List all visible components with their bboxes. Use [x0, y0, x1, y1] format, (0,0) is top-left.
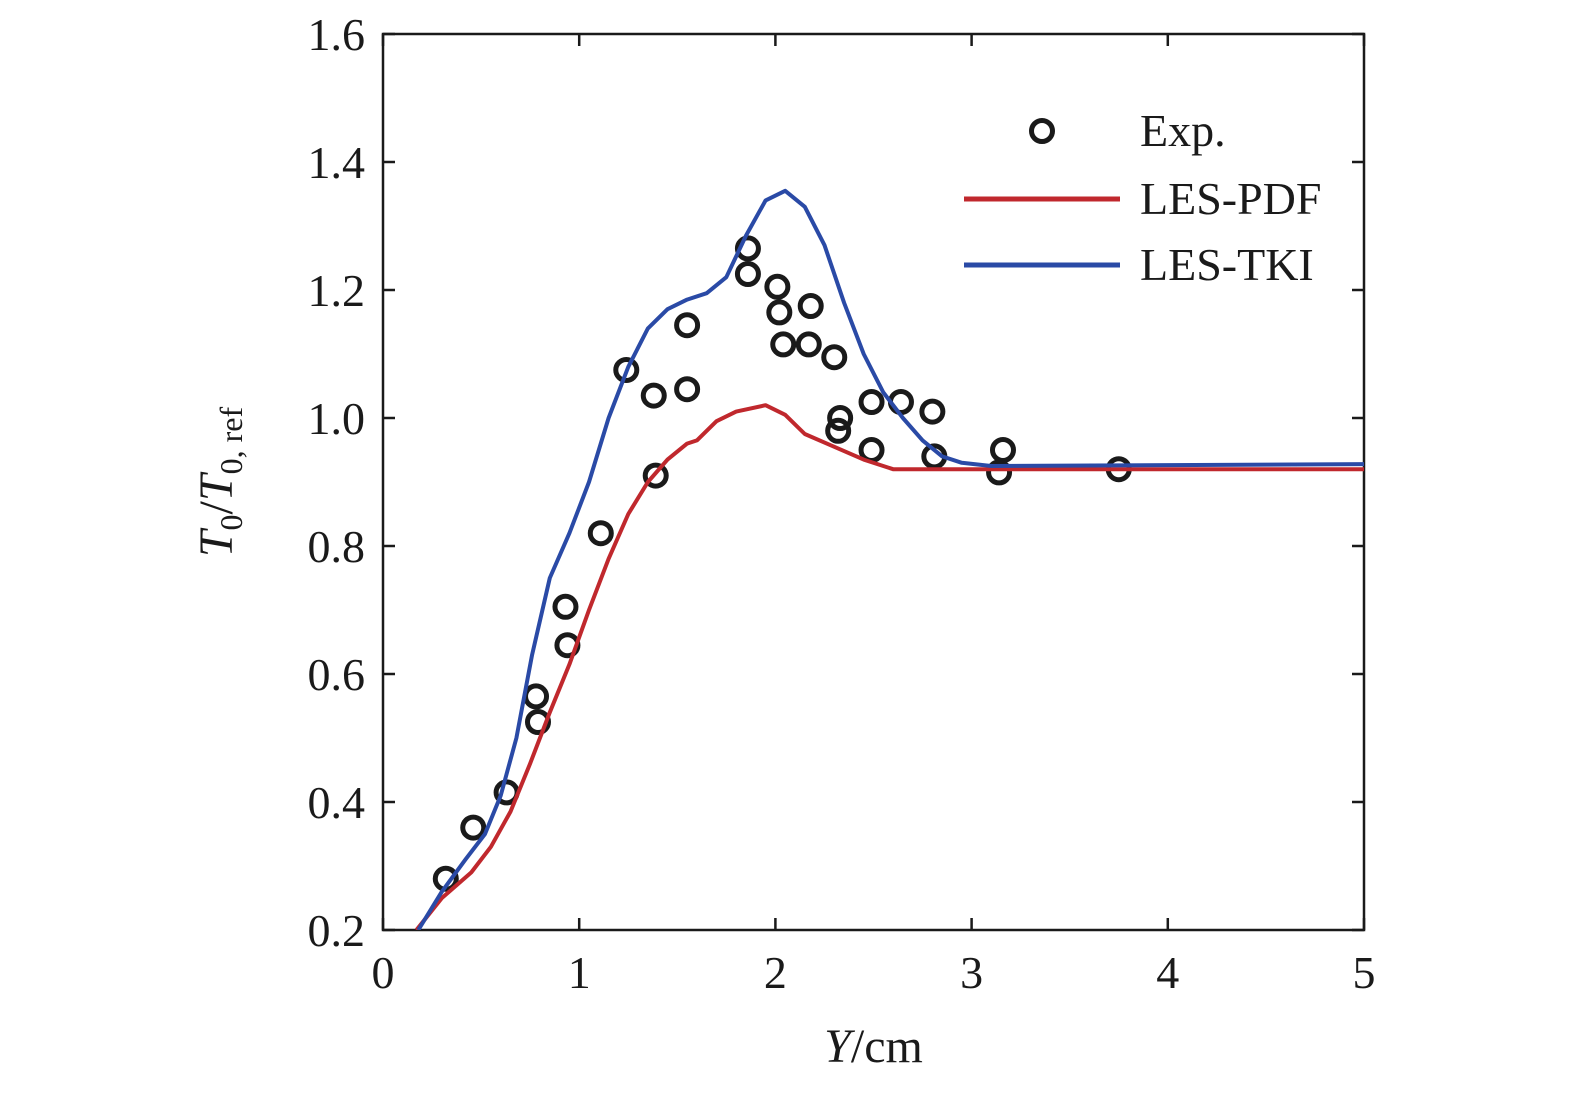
series-line-les-pdf	[414, 403, 1364, 930]
data-point-exp	[795, 331, 822, 358]
data-point-exp	[821, 344, 848, 371]
y-tick-label: 1.0	[308, 393, 366, 444]
y-axis-label-den: T	[190, 471, 243, 501]
data-point-exp	[766, 299, 793, 326]
data-point-exp	[827, 405, 854, 431]
data-point-exp	[674, 376, 701, 403]
legend-label-exp: Exp.	[1140, 105, 1226, 156]
data-point-exp	[613, 357, 640, 383]
y-axis-label-slash: /	[190, 500, 243, 514]
x-tick-label: 2	[764, 947, 787, 998]
data-point-exp	[734, 261, 761, 287]
axis-ticks: 0 1 2 3 4 5 0.2 0.4 0.6 0.8 1.0 1.2 1.4 1.6	[308, 9, 1376, 998]
plot-frame	[381, 32, 1366, 932]
data-point-exp	[858, 389, 885, 415]
data-point-exp	[989, 437, 1016, 463]
x-tick-label: 5	[1353, 947, 1376, 998]
data-point-exp	[887, 389, 914, 415]
data-point-exp	[674, 312, 701, 339]
y-tick-label: 1.4	[308, 137, 366, 188]
y-axis-label: T0/T0, ref	[190, 407, 249, 558]
y-tick-label: 1.2	[308, 265, 366, 316]
y-tick-label: 0.8	[308, 521, 366, 572]
data-point-exp	[523, 683, 550, 710]
x-tick-label: 3	[960, 947, 983, 998]
data-point-exp	[858, 437, 885, 463]
series-line-les-tki	[416, 188, 1364, 930]
legend: Exp. LES-PDF LES-TKI	[964, 105, 1321, 290]
legend-label-les-tki: LES-TKI	[1140, 239, 1314, 290]
y-tick-label: 0.4	[308, 777, 366, 828]
x-tick-label: 1	[568, 947, 591, 998]
data-point-exp	[734, 235, 761, 262]
y-axis-label-den-sub: 0, ref	[213, 407, 249, 475]
legend-swatch-exp	[1029, 118, 1055, 144]
x-axis-label: Y/cm	[824, 1020, 923, 1073]
y-axis-label-num: T	[190, 527, 243, 557]
y-tick-label: 0.6	[308, 649, 366, 700]
data-point-exp	[640, 382, 667, 409]
data-point-exp	[919, 398, 946, 425]
legend-label-les-pdf: LES-PDF	[1140, 173, 1321, 224]
data-point-exp	[460, 814, 487, 841]
y-axis-label-num-sub: 0	[213, 514, 249, 530]
x-tick-label: 4	[1156, 947, 1179, 998]
y-tick-label: 1.6	[308, 9, 366, 60]
data-point-exp	[524, 709, 551, 735]
plot-area	[381, 32, 1366, 932]
y-tick-label: 0.2	[308, 905, 366, 956]
data-point-exp	[552, 593, 579, 620]
data-point-exp	[587, 520, 614, 547]
x-tick-label: 0	[372, 947, 395, 998]
x-axis-label-unit: /cm	[851, 1020, 923, 1073]
data-point-exp	[764, 273, 791, 300]
data-point-exp	[825, 417, 852, 444]
data-point-exp	[797, 293, 824, 319]
x-axis-label-var: Y	[824, 1020, 855, 1073]
data-point-exp	[642, 462, 669, 489]
data-point-exp	[770, 331, 797, 358]
series-layer	[414, 188, 1364, 930]
